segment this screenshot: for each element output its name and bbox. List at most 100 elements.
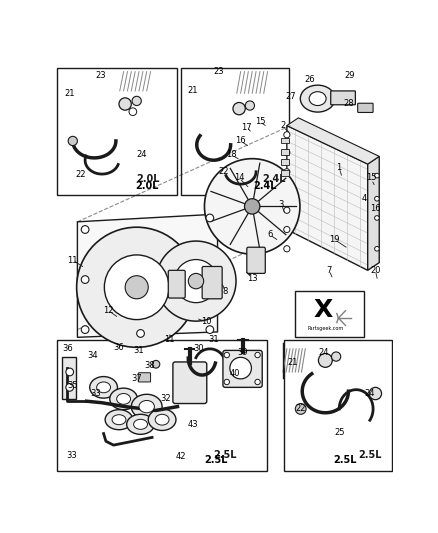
Text: 2.5L: 2.5L: [204, 455, 228, 465]
FancyBboxPatch shape: [247, 247, 265, 273]
Bar: [282, 170, 289, 175]
Circle shape: [284, 149, 290, 156]
Text: Partsgeek.com: Partsgeek.com: [307, 326, 343, 331]
Ellipse shape: [139, 400, 155, 413]
Text: 2.5L: 2.5L: [333, 455, 357, 465]
Circle shape: [205, 159, 300, 254]
Ellipse shape: [309, 92, 326, 106]
Circle shape: [68, 136, 78, 146]
Circle shape: [81, 276, 89, 284]
Ellipse shape: [300, 85, 335, 112]
Ellipse shape: [105, 410, 133, 430]
Text: 2.4L: 2.4L: [262, 174, 286, 184]
Text: 16: 16: [235, 136, 246, 146]
Text: 33: 33: [66, 450, 77, 459]
Circle shape: [284, 246, 290, 252]
Circle shape: [132, 96, 141, 106]
Text: 1: 1: [336, 164, 342, 172]
FancyBboxPatch shape: [358, 103, 373, 112]
Bar: [57, 340, 267, 471]
Circle shape: [174, 260, 218, 303]
Text: 15: 15: [366, 173, 377, 182]
Text: 6: 6: [267, 230, 272, 239]
Text: 10: 10: [201, 318, 211, 326]
Circle shape: [318, 353, 332, 367]
Ellipse shape: [127, 414, 155, 434]
Text: 21: 21: [187, 86, 198, 95]
Text: 24: 24: [318, 348, 329, 357]
Text: 17: 17: [241, 123, 252, 132]
Text: 34: 34: [88, 351, 98, 360]
Polygon shape: [78, 214, 218, 337]
FancyBboxPatch shape: [331, 91, 355, 105]
Circle shape: [77, 227, 197, 348]
Text: 22: 22: [296, 405, 306, 414]
Text: 23: 23: [95, 71, 106, 80]
Text: 24: 24: [137, 150, 147, 159]
Text: 29: 29: [345, 71, 355, 80]
Text: 40: 40: [229, 369, 240, 378]
Circle shape: [156, 241, 236, 321]
Text: 42: 42: [175, 452, 186, 461]
Text: 21: 21: [64, 88, 75, 98]
Text: 37: 37: [131, 374, 142, 383]
Text: 18: 18: [226, 150, 237, 159]
Text: 31: 31: [208, 335, 219, 344]
Text: 11: 11: [165, 335, 175, 344]
Text: 26: 26: [305, 75, 315, 84]
Circle shape: [284, 168, 290, 175]
Text: 4: 4: [361, 194, 367, 203]
FancyBboxPatch shape: [173, 362, 207, 403]
Text: 2.4L: 2.4L: [254, 181, 277, 191]
Text: 15: 15: [254, 117, 265, 126]
Bar: [282, 138, 289, 143]
Text: 21: 21: [288, 358, 298, 367]
FancyBboxPatch shape: [138, 373, 151, 382]
Text: 11: 11: [67, 256, 78, 265]
Circle shape: [81, 225, 89, 233]
Circle shape: [230, 357, 251, 379]
Circle shape: [233, 102, 245, 115]
Text: 7: 7: [326, 266, 332, 275]
Circle shape: [295, 403, 306, 414]
FancyBboxPatch shape: [168, 270, 185, 298]
Circle shape: [255, 379, 260, 385]
Circle shape: [129, 108, 137, 116]
Circle shape: [119, 98, 131, 110]
Text: 8: 8: [223, 287, 228, 296]
Text: 30: 30: [193, 344, 204, 353]
Circle shape: [369, 387, 381, 400]
Bar: [282, 159, 289, 165]
Text: 35: 35: [67, 381, 78, 390]
Ellipse shape: [131, 394, 162, 419]
Circle shape: [66, 384, 74, 391]
Circle shape: [244, 199, 260, 214]
Circle shape: [81, 326, 89, 334]
Circle shape: [104, 255, 169, 320]
Ellipse shape: [148, 409, 176, 431]
Text: 24: 24: [365, 389, 375, 398]
Text: 27: 27: [286, 92, 296, 101]
Bar: [181, 68, 289, 195]
Text: 36: 36: [113, 343, 124, 352]
Circle shape: [206, 326, 214, 334]
Text: 2.0L: 2.0L: [137, 174, 160, 184]
Ellipse shape: [112, 415, 126, 425]
Ellipse shape: [90, 377, 117, 398]
Circle shape: [374, 246, 379, 251]
Text: 32: 32: [160, 394, 170, 403]
Text: 36: 36: [62, 344, 73, 353]
Circle shape: [284, 132, 290, 138]
Text: 28: 28: [343, 100, 354, 109]
Polygon shape: [367, 156, 379, 270]
Ellipse shape: [97, 382, 110, 393]
Text: 3: 3: [279, 200, 284, 209]
Ellipse shape: [134, 419, 148, 429]
Text: 2.5L: 2.5L: [213, 450, 237, 460]
Text: 2.0L: 2.0L: [135, 181, 159, 191]
FancyBboxPatch shape: [223, 350, 262, 387]
Text: 31: 31: [134, 346, 144, 355]
Circle shape: [245, 101, 254, 110]
Text: 2.5L: 2.5L: [358, 450, 382, 460]
Circle shape: [188, 273, 204, 289]
